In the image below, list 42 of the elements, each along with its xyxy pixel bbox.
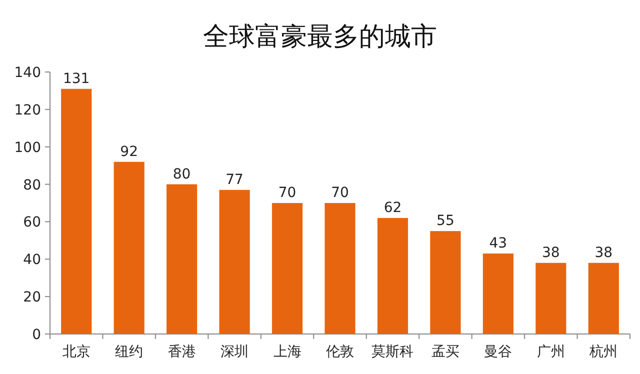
- bar: [272, 203, 303, 334]
- y-tick-label: 80: [23, 177, 41, 194]
- x-tick-label: 莫斯科: [372, 344, 414, 360]
- bar: [377, 218, 408, 334]
- x-tick-label: 杭州: [588, 344, 618, 360]
- bar: [430, 231, 461, 334]
- y-tick-label: 40: [23, 252, 41, 268]
- y-tick-label: 100: [14, 140, 41, 156]
- data-label: 131: [62, 70, 90, 87]
- bar: [114, 162, 144, 334]
- bar: [219, 190, 250, 334]
- bar: [61, 88, 92, 334]
- x-tick-label: 深圳: [220, 344, 249, 360]
- bar: [166, 184, 198, 334]
- x-tick-label: 香港: [168, 344, 196, 360]
- y-tick-label: 140: [14, 65, 41, 81]
- x-tick-label: 伦敦: [326, 344, 354, 360]
- data-label: 38: [542, 244, 560, 261]
- y-tick-label: 60: [23, 214, 41, 231]
- data-label: 77: [226, 172, 244, 188]
- y-tick-label: 120: [14, 102, 41, 118]
- x-tick-label: 北京: [62, 344, 90, 360]
- data-label: 70: [278, 185, 296, 201]
- data-label: 92: [120, 144, 138, 160]
- y-tick-label: 20: [23, 290, 41, 306]
- bar: [536, 262, 566, 334]
- data-label: 55: [436, 213, 454, 230]
- data-label: 38: [594, 244, 613, 261]
- data-label: 80: [172, 166, 191, 182]
- bar: [324, 203, 356, 334]
- x-tick-label: 广州: [536, 344, 565, 360]
- y-tick-label: 0: [32, 327, 41, 343]
- data-label: 43: [489, 236, 508, 252]
- x-tick-label: 孟买: [431, 344, 460, 360]
- x-tick-label: 曼谷: [484, 344, 512, 360]
- x-tick-label: 纽约: [115, 344, 144, 360]
- data-label: 62: [384, 200, 402, 216]
- bar: [588, 262, 619, 334]
- x-tick-label: 上海: [273, 344, 302, 360]
- data-label: 70: [331, 185, 349, 201]
- chart-title: 全球富豪最多的城市: [203, 22, 437, 52]
- bar: [482, 254, 514, 334]
